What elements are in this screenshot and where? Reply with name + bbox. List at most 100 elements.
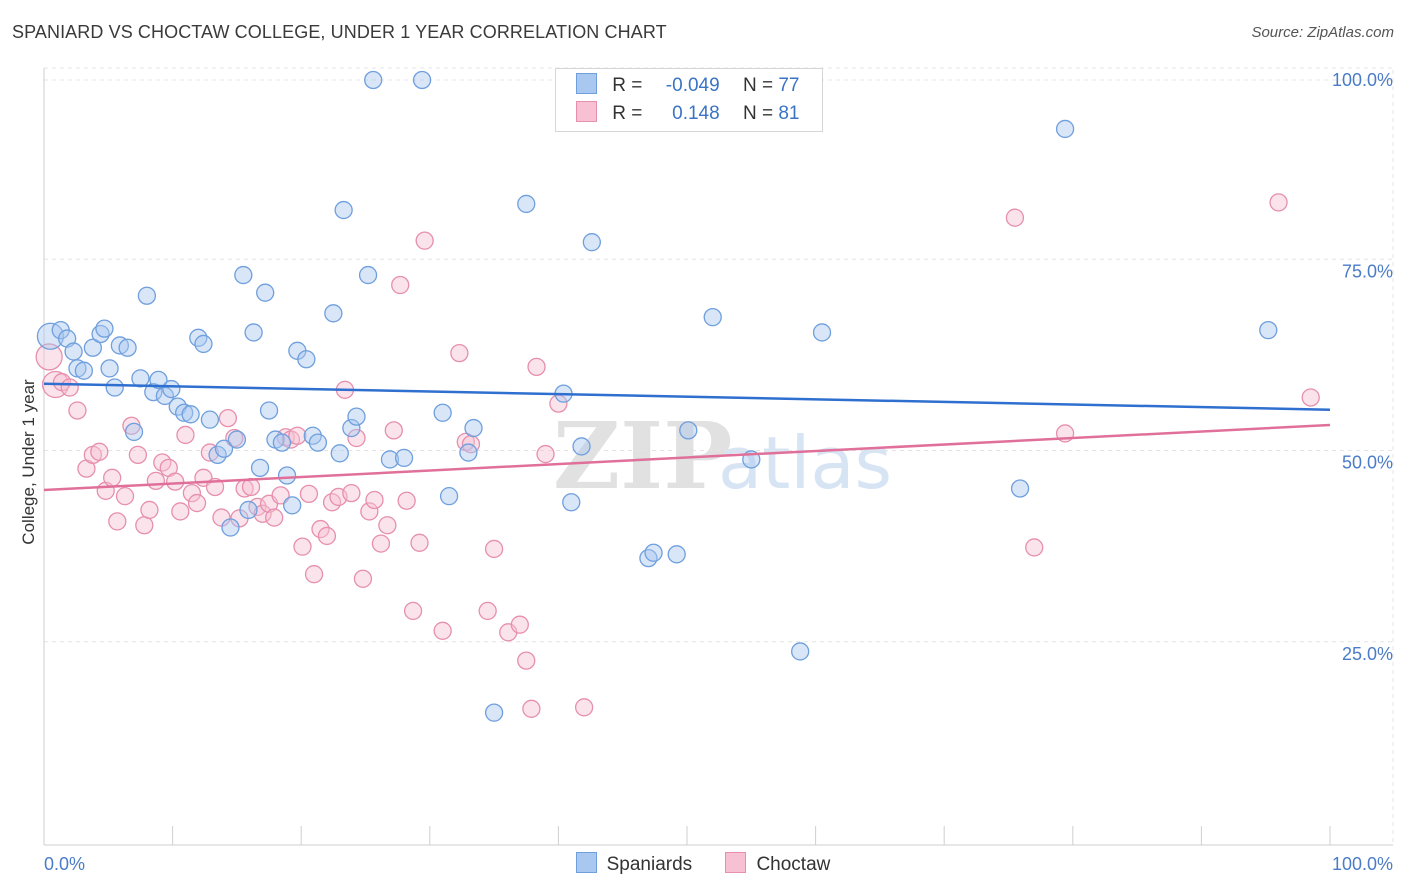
watermark: ZIP atlas [553, 402, 892, 510]
choctaw-point-62 [433, 621, 452, 640]
spaniards-points [36, 70, 1278, 722]
spaniards-point-5 [74, 361, 94, 380]
choctaw-point-3 [60, 378, 79, 397]
choctaw-point-11 [115, 487, 135, 506]
choctaw-point-60 [410, 533, 429, 552]
choctaw-point-55 [378, 516, 397, 535]
choctaw-point-72 [527, 357, 546, 377]
spaniards-point-56 [459, 443, 478, 462]
choctaw-point-52 [360, 502, 379, 521]
choctaw-point-43 [304, 565, 324, 584]
spaniards-point-3 [64, 342, 83, 361]
choctaw-point-53 [365, 490, 384, 510]
spaniards-point-29 [227, 430, 247, 449]
spaniards-point-59 [517, 194, 536, 214]
legend-r-value: 0.148 [672, 103, 720, 124]
spaniards-point-24 [194, 334, 213, 354]
legend-item-choctaw[interactable]: Choctaw [725, 852, 830, 876]
legend-n-label: N = [742, 103, 774, 124]
spaniards-point-9 [100, 359, 119, 378]
y-tick-label-25: 25.0% [1342, 644, 1393, 664]
spaniards-point-62 [572, 437, 591, 456]
x-tick-label-min: 0.0% [44, 854, 85, 874]
choctaw-point-21 [176, 425, 195, 445]
spaniards-point-21 [175, 403, 194, 422]
choctaw-point-58 [397, 491, 416, 510]
choctaw-point-45 [317, 526, 337, 546]
legend-row-spaniards: R = -0.049 N = 77 [576, 73, 799, 101]
choctaw-point-54 [371, 534, 391, 553]
spaniards-point-74 [1259, 321, 1278, 340]
series-legend: Spaniards Choctaw [0, 852, 1406, 876]
choctaw-point-20 [171, 502, 190, 521]
watermark-atlas: atlas [718, 421, 892, 505]
spaniards-point-68 [703, 307, 722, 327]
choctaw-point-75 [574, 698, 594, 717]
spaniards-point-8 [95, 319, 114, 338]
choctaw-point-10 [108, 512, 127, 531]
spaniards-point-48 [347, 407, 366, 426]
spaniards-point-35 [259, 401, 279, 420]
spaniards-point-18 [155, 386, 175, 406]
choctaw-point-50 [347, 428, 366, 448]
spaniards-point-47 [342, 418, 361, 438]
choctaw-point-7 [90, 442, 109, 461]
spaniards-point-49 [358, 265, 378, 285]
spaniards-point-45 [330, 444, 349, 463]
spaniards-point-66 [667, 545, 686, 564]
spaniards-point-46 [334, 200, 353, 220]
spaniards-point-15 [137, 286, 157, 305]
choctaw-point-79 [1269, 193, 1288, 212]
spaniards-point-25 [200, 410, 220, 429]
spaniards-point-54 [433, 403, 452, 422]
spaniards-point-22 [181, 405, 200, 424]
spaniards-point-51 [380, 450, 400, 469]
spaniards-point-27 [214, 439, 234, 458]
spaniards-point-50 [364, 70, 383, 90]
source-credit: Source: ZipAtlas.com [1251, 24, 1394, 41]
spaniards-point-17 [149, 370, 168, 390]
spaniards-point-61 [562, 493, 581, 512]
choctaw-point-69 [510, 615, 529, 634]
choctaw-point-40 [288, 426, 307, 445]
choctaw-point-51 [353, 569, 373, 588]
choctaw-point-19 [166, 472, 185, 491]
spaniards-point-41 [297, 350, 316, 369]
y-tick-label-75: 75.0% [1342, 261, 1393, 281]
spaniards-point-10 [105, 378, 124, 397]
spaniards-point-70 [791, 642, 810, 661]
choctaw-point-4 [68, 401, 87, 420]
choctaw-point-66 [478, 601, 497, 621]
spaniards-point-32 [244, 323, 263, 342]
choctaw-point-80 [1301, 388, 1320, 407]
choctaw-point-22 [182, 483, 202, 503]
legend-n-label: N = [742, 75, 774, 96]
legend-r-label: R = [612, 75, 643, 96]
legend-item-spaniards[interactable]: Spaniards [575, 852, 692, 876]
y-tick-labels: 25.0% 50.0% 75.0% 100.0% [1332, 70, 1393, 664]
spaniards-point-28 [221, 518, 240, 537]
spaniards-point-0 [36, 322, 65, 350]
spaniards-point-33 [250, 458, 270, 478]
spaniards-point-12 [118, 338, 137, 357]
spaniards-point-13 [124, 422, 144, 442]
spaniards-point-38 [277, 466, 297, 485]
spaniards-point-65 [644, 543, 663, 562]
spaniards-point-67 [679, 421, 698, 440]
chart-title: SPANIARD VS CHOCTAW COLLEGE, UNDER 1 YEA… [12, 22, 667, 42]
spaniards-point-53 [412, 70, 432, 90]
spaniards-point-73 [1055, 119, 1075, 139]
spaniards-point-39 [283, 496, 302, 515]
choctaw-point-61 [415, 231, 434, 250]
y-tick-label-100: 100.0% [1332, 70, 1393, 90]
spaniards-point-37 [272, 433, 292, 452]
legend-n-value: 81 [778, 103, 800, 124]
choctaw-point-44 [311, 519, 330, 539]
choctaw-point-13 [128, 445, 148, 465]
spaniards-point-31 [239, 500, 258, 520]
choctaw-points [35, 193, 1320, 718]
choctaw-point-71 [522, 699, 541, 718]
legend-row-choctaw: R = 0.148 N = 81 [576, 101, 799, 129]
choctaw-point-67 [484, 539, 504, 559]
